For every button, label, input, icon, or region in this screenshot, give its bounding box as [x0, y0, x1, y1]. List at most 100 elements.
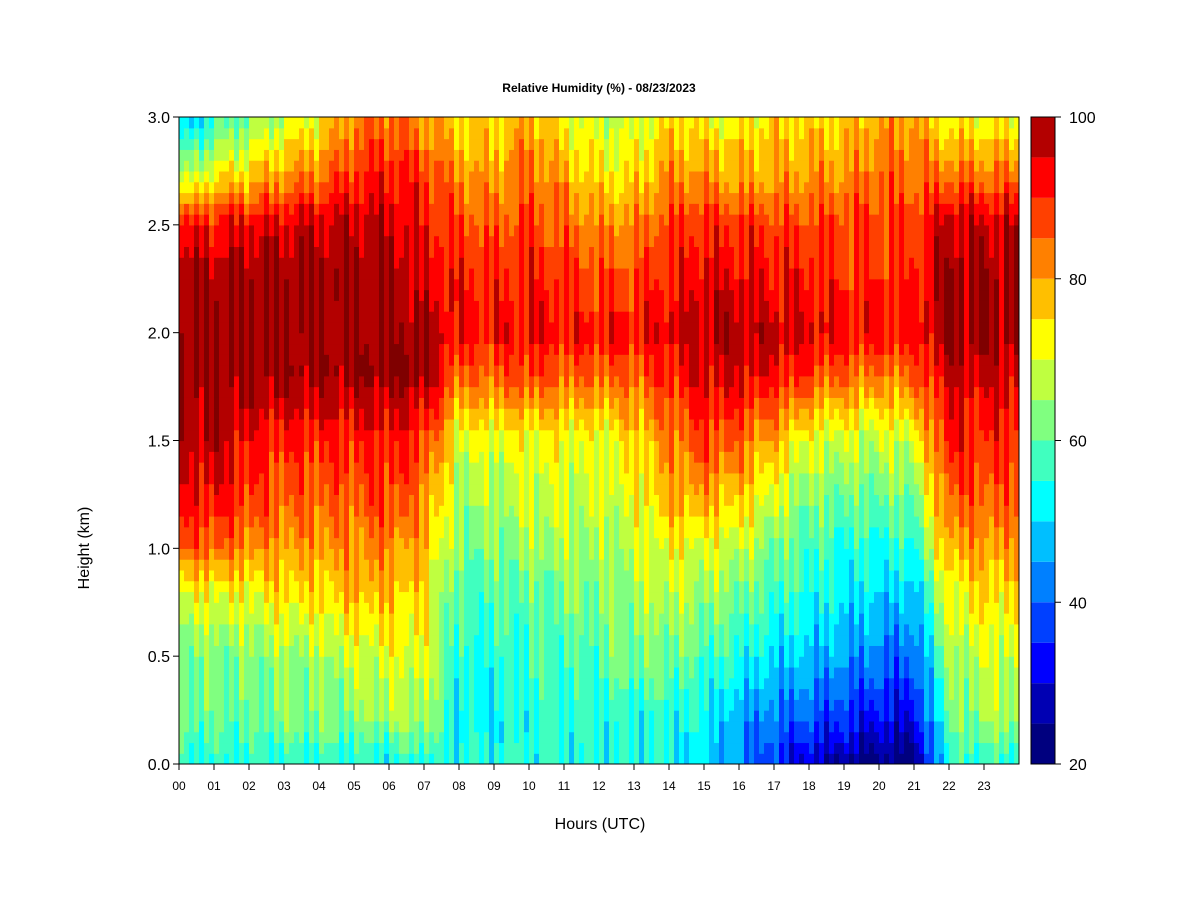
heatmap-cell [539, 203, 545, 215]
heatmap-cell [324, 127, 330, 140]
heatmap-cell [559, 526, 565, 539]
heatmap-cell [524, 440, 530, 452]
heatmap-cell [344, 548, 350, 560]
heatmap-cell [529, 429, 535, 442]
heatmap-cell [219, 505, 225, 517]
heatmap-cell [574, 688, 580, 700]
heatmap-cell [544, 462, 550, 474]
heatmap-cell [254, 494, 260, 506]
heatmap-cell [459, 591, 465, 603]
heatmap-cell [259, 311, 265, 323]
heatmap-cell [244, 731, 250, 744]
heatmap-cell [559, 429, 565, 442]
heatmap-cell [209, 257, 215, 269]
heatmap-cell [474, 300, 480, 312]
heatmap-cell [399, 483, 405, 496]
heatmap-cell [349, 677, 355, 690]
heatmap-cell [349, 138, 355, 150]
heatmap-cell [494, 753, 500, 764]
heatmap-cell [419, 321, 425, 334]
heatmap-cell [199, 731, 205, 744]
heatmap-cell [534, 365, 540, 377]
heatmap-cell [579, 440, 585, 452]
heatmap-cell [284, 602, 290, 614]
heatmap-cell [384, 375, 390, 388]
heatmap-cell [544, 483, 550, 496]
heatmap-cell [289, 170, 295, 183]
heatmap-cell [244, 688, 250, 700]
heatmap-cell [204, 731, 210, 744]
heatmap-cell [514, 278, 520, 291]
heatmap-cell [469, 170, 475, 183]
heatmap-cell [279, 688, 285, 700]
heatmap-cell [209, 321, 215, 334]
heatmap-cell [314, 656, 320, 668]
heatmap-cell [329, 666, 335, 679]
heatmap-cell [369, 408, 375, 420]
heatmap-cell [354, 300, 360, 312]
heatmap-cell [239, 440, 245, 452]
heatmap-cell [274, 267, 280, 280]
heatmap-cell [244, 418, 250, 431]
heatmap-cell [459, 753, 465, 764]
heatmap-cell [509, 408, 515, 420]
heatmap-cell [319, 526, 325, 539]
heatmap-cell [319, 160, 325, 172]
heatmap-cell [314, 526, 320, 539]
heatmap-cell [279, 149, 285, 161]
heatmap-cell [564, 300, 570, 312]
heatmap-cell [329, 699, 335, 711]
heatmap-cell [574, 753, 580, 764]
heatmap-cell [359, 677, 365, 690]
heatmap-cell [234, 451, 240, 463]
heatmap-cell [444, 408, 450, 420]
heatmap-cell [284, 645, 290, 657]
heatmap-cell [184, 267, 190, 280]
heatmap-cell [504, 311, 510, 323]
heatmap-cell [429, 375, 435, 388]
heatmap-cell [459, 365, 465, 377]
heatmap-cell [194, 440, 200, 452]
heatmap-cell [439, 354, 445, 366]
heatmap-cell [319, 559, 325, 571]
heatmap-cell [539, 300, 545, 312]
heatmap-cell [214, 343, 220, 355]
heatmap-cell [444, 720, 450, 733]
heatmap-cell [379, 127, 385, 140]
heatmap-cell [439, 408, 445, 420]
heatmap-cell [424, 278, 430, 291]
heatmap-cell [459, 462, 465, 474]
heatmap-cell [259, 332, 265, 345]
heatmap-cell [269, 634, 275, 646]
heatmap-cell [279, 440, 285, 452]
heatmap-cell [524, 656, 530, 668]
heatmap-cell [239, 720, 245, 733]
heatmap-cell [454, 257, 460, 269]
heatmap-cell [489, 656, 495, 668]
heatmap-cell [514, 160, 520, 172]
heatmap-cell [439, 332, 445, 345]
heatmap-cell [504, 375, 510, 388]
heatmap-cell [304, 515, 310, 528]
heatmap-cell [249, 731, 255, 744]
heatmap-cell [494, 634, 500, 646]
heatmap-cell [569, 235, 575, 247]
heatmap-cell [434, 181, 440, 194]
heatmap-cell [324, 354, 330, 366]
heatmap-cell [439, 235, 445, 247]
heatmap-cell [294, 505, 300, 517]
heatmap-cell [469, 278, 475, 291]
heatmap-cell [219, 613, 225, 625]
heatmap-cell [504, 127, 510, 140]
heatmap-cell [529, 203, 535, 215]
heatmap-cell [569, 580, 575, 593]
heatmap-cell [469, 677, 475, 690]
heatmap-cell [384, 160, 390, 172]
heatmap-cell [269, 656, 275, 668]
heatmap-cell [349, 613, 355, 625]
heatmap-cell [459, 472, 465, 485]
heatmap-cell [454, 375, 460, 388]
heatmap-cell [464, 311, 470, 323]
heatmap-cell [304, 278, 310, 291]
